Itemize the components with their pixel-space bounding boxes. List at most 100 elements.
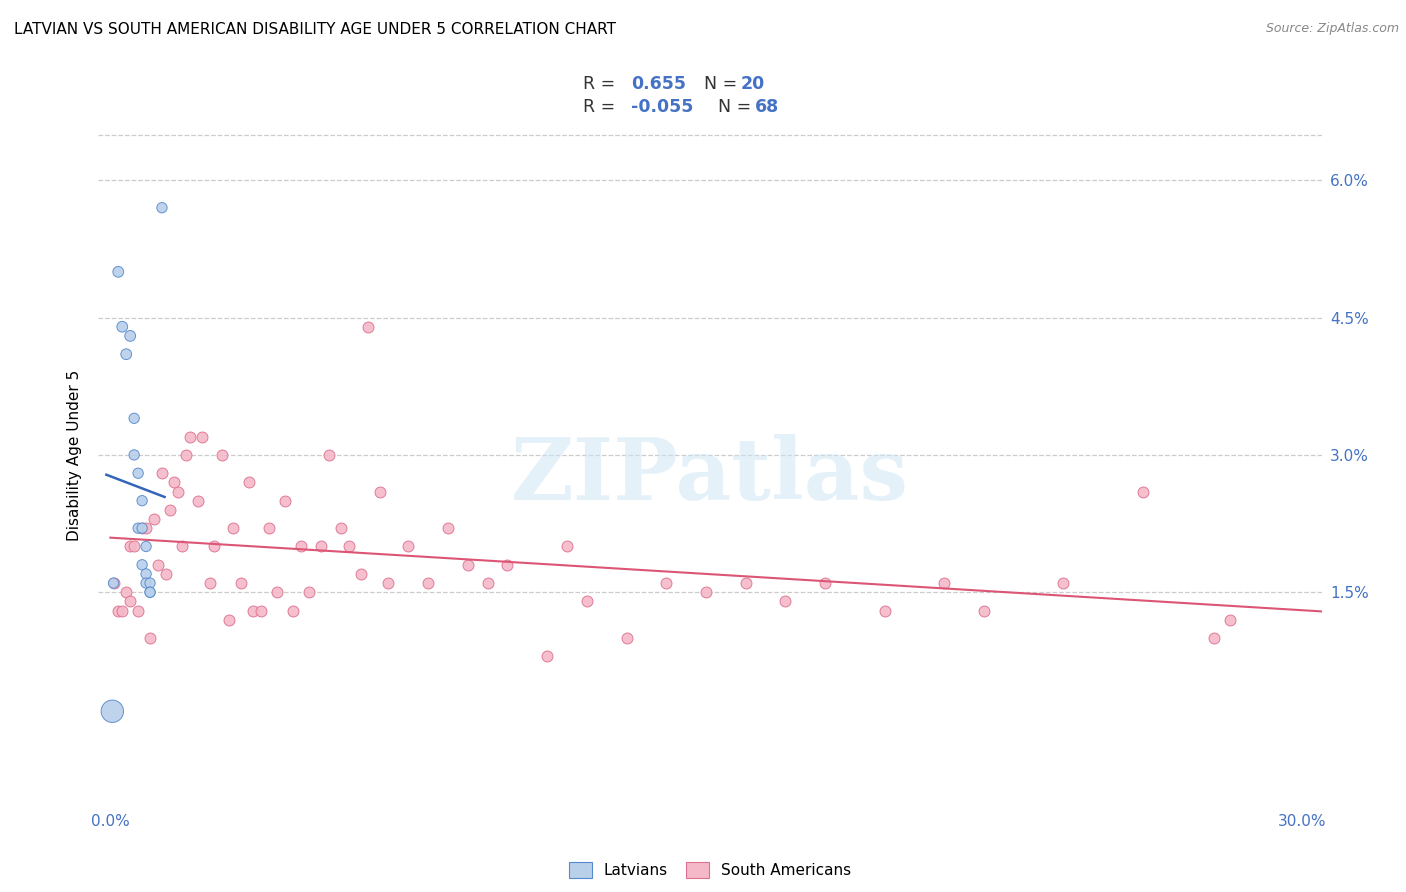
Point [377, 576, 399, 591]
Point [139, 631, 162, 645]
Point [536, 649, 558, 664]
Point [873, 603, 896, 617]
Point [496, 558, 519, 572]
Point [218, 613, 240, 627]
Point [150, 201, 173, 215]
Point [139, 576, 162, 591]
Point [555, 540, 578, 554]
Point [416, 576, 439, 591]
Point [318, 448, 340, 462]
Point [139, 585, 162, 599]
Point [170, 540, 193, 554]
Point [111, 603, 134, 617]
Point [250, 603, 273, 617]
Point [122, 540, 145, 554]
Text: 0.655: 0.655 [631, 75, 686, 93]
Point [120, 540, 142, 554]
Text: R =: R = [583, 75, 621, 93]
Point [135, 521, 157, 535]
Text: N =: N = [693, 75, 742, 93]
Point [477, 576, 499, 591]
Point [238, 475, 260, 490]
Point [257, 521, 280, 535]
Point [1219, 613, 1241, 627]
Point [120, 594, 142, 608]
Point [139, 585, 162, 599]
Point [190, 429, 212, 443]
Point [357, 319, 380, 334]
Point [437, 521, 460, 535]
Point [814, 576, 837, 591]
Point [120, 329, 142, 343]
Point [187, 493, 209, 508]
Point [122, 411, 145, 425]
Point [1132, 484, 1154, 499]
Point [150, 467, 173, 481]
Point [973, 603, 995, 617]
Point [281, 603, 304, 617]
Point [222, 521, 245, 535]
Point [290, 540, 312, 554]
Point [111, 319, 134, 334]
Point [115, 347, 138, 361]
Point [107, 265, 129, 279]
Text: R =: R = [583, 98, 621, 116]
Point [616, 631, 638, 645]
Text: ZIPatlas: ZIPatlas [510, 434, 910, 517]
Point [349, 566, 371, 581]
Point [266, 585, 288, 599]
Point [337, 540, 360, 554]
Point [131, 558, 153, 572]
Point [1204, 631, 1226, 645]
Point [127, 603, 149, 617]
Point [575, 594, 598, 608]
Point [198, 576, 221, 591]
Point [127, 521, 149, 535]
Point [163, 475, 186, 490]
Text: N =: N = [707, 98, 756, 116]
Point [107, 603, 129, 617]
Text: LATVIAN VS SOUTH AMERICAN DISABILITY AGE UNDER 5 CORRELATION CHART: LATVIAN VS SOUTH AMERICAN DISABILITY AGE… [14, 22, 616, 37]
Point [127, 467, 149, 481]
Point [131, 493, 153, 508]
Point [122, 448, 145, 462]
Text: 20: 20 [741, 75, 765, 93]
Text: -0.055: -0.055 [631, 98, 693, 116]
Text: 68: 68 [755, 98, 779, 116]
Point [146, 558, 169, 572]
Point [135, 576, 157, 591]
Point [695, 585, 717, 599]
Point [211, 448, 233, 462]
Legend: Latvians, South Americans: Latvians, South Americans [561, 855, 859, 886]
Point [457, 558, 479, 572]
Point [1052, 576, 1074, 591]
Point [655, 576, 678, 591]
Point [143, 512, 166, 526]
Point [135, 540, 157, 554]
Point [135, 566, 157, 581]
Point [370, 484, 392, 499]
Point [103, 576, 125, 591]
Point [166, 484, 188, 499]
Point [174, 448, 197, 462]
Point [298, 585, 321, 599]
Point [934, 576, 956, 591]
Point [309, 540, 332, 554]
Point [775, 594, 797, 608]
Point [159, 503, 181, 517]
Point [274, 493, 297, 508]
Point [101, 704, 124, 718]
Point [131, 521, 153, 535]
Point [155, 566, 177, 581]
Point [329, 521, 352, 535]
Point [242, 603, 264, 617]
Point [103, 576, 125, 591]
Point [131, 521, 153, 535]
Point [396, 540, 419, 554]
Point [231, 576, 253, 591]
Y-axis label: Disability Age Under 5: Disability Age Under 5 [67, 369, 83, 541]
Point [202, 540, 225, 554]
Point [115, 585, 138, 599]
Point [734, 576, 756, 591]
Point [179, 429, 201, 443]
